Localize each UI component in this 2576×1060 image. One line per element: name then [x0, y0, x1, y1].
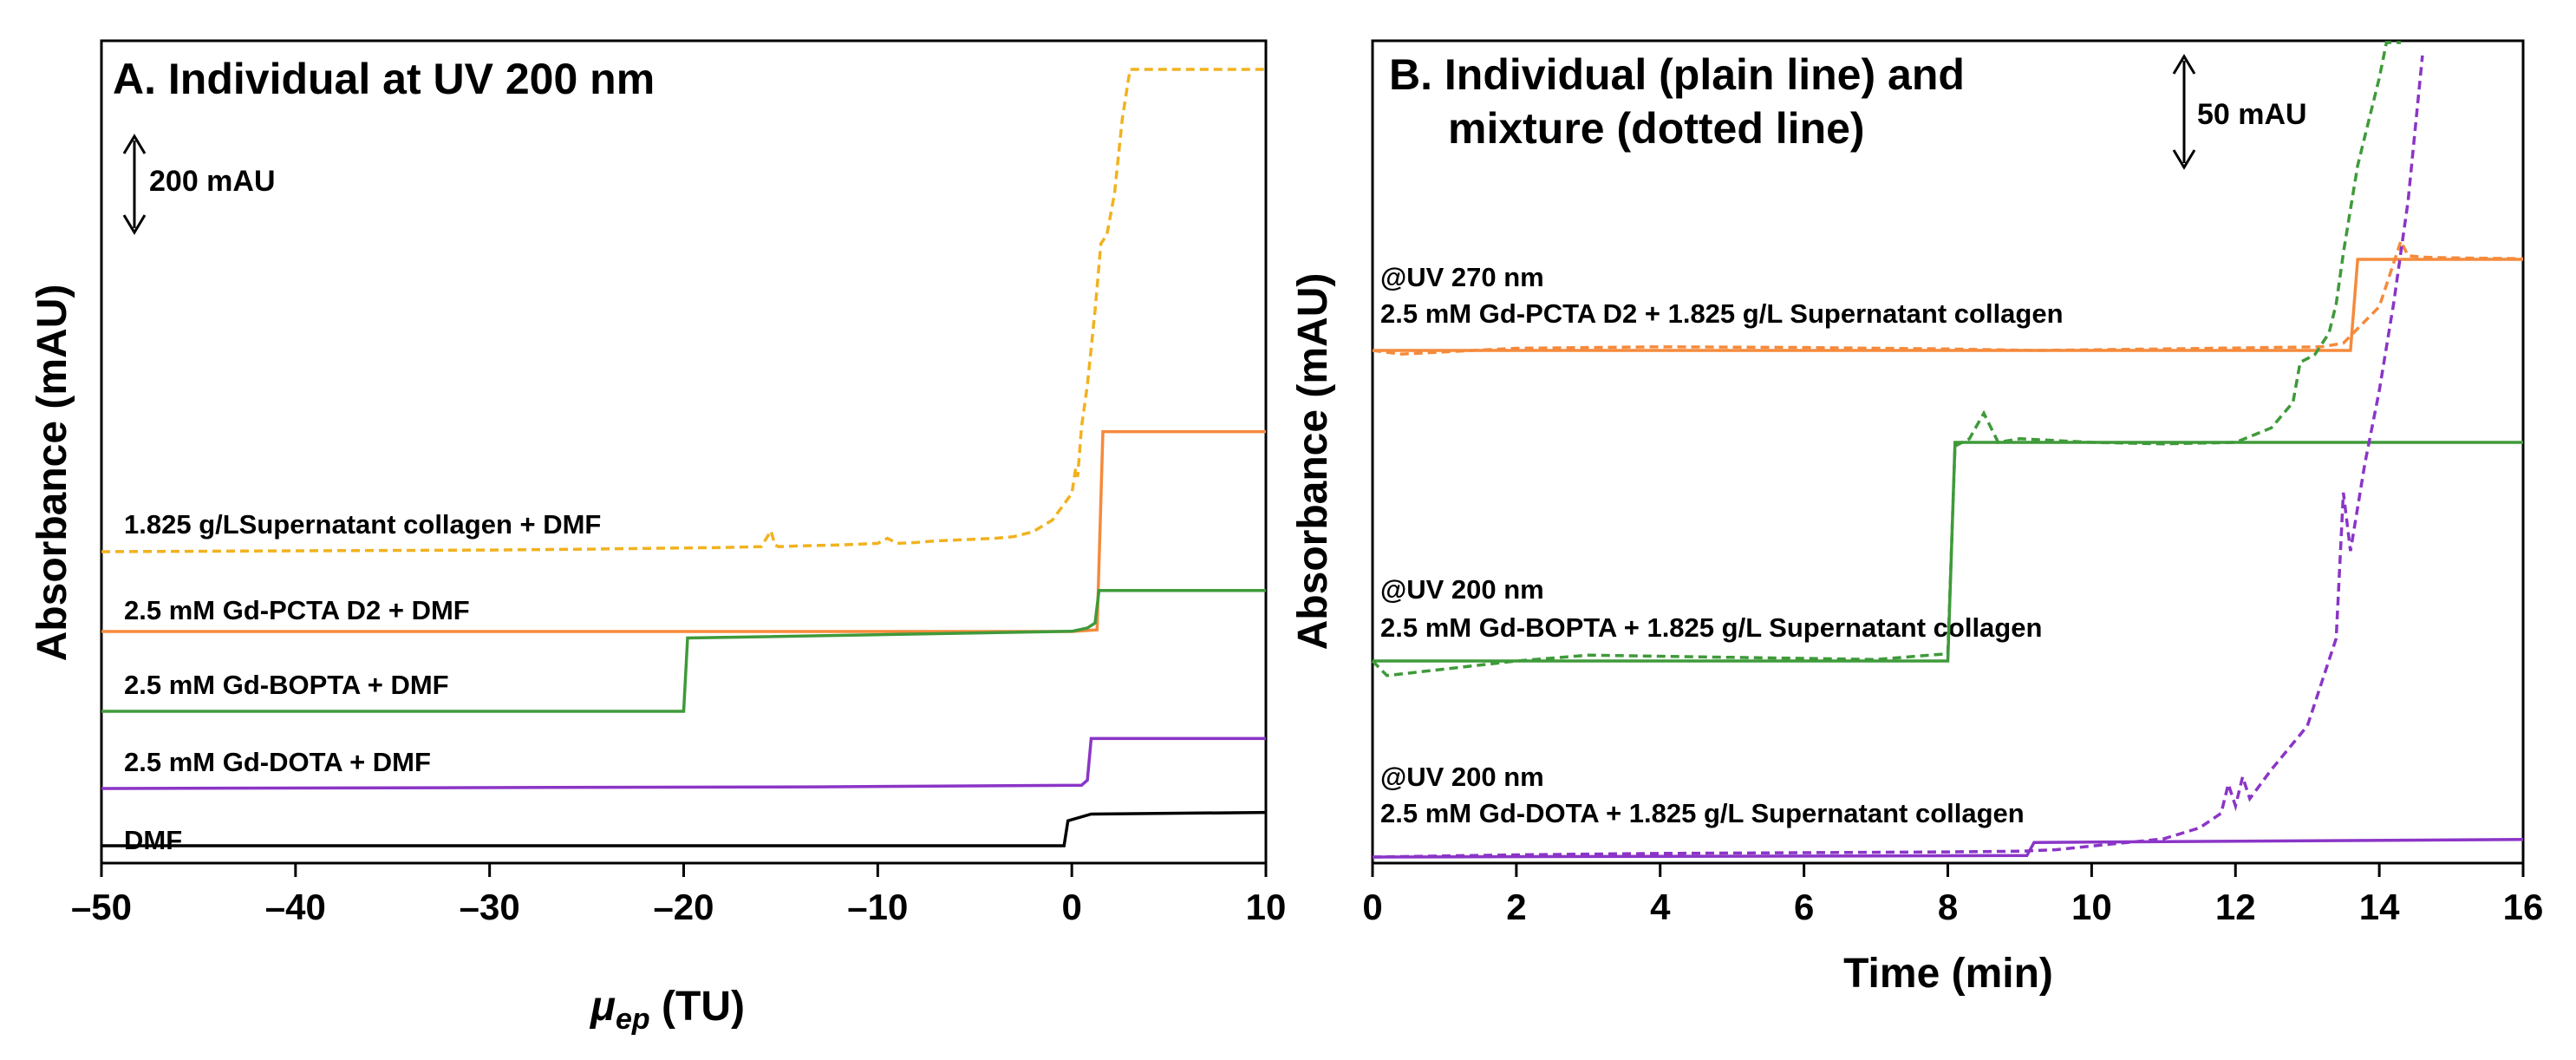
- panel-b-series: [1371, 41, 2524, 859]
- label-dota-uv: @UV 200 nm: [1380, 762, 1544, 792]
- panel-b-purple-individual-line: [1372, 838, 2524, 859]
- panel-b-x-tick-label: 6: [1794, 887, 1814, 927]
- panel-a-series-green-line: [101, 589, 1266, 713]
- panel-a-series-purple-line: [101, 736, 1266, 790]
- panel-b-x-axis-label: Time (min): [1843, 951, 2053, 997]
- label-bopta-mix: 2.5 mM Gd-BOPTA + 1.825 g/L Supernatant …: [1380, 612, 2042, 643]
- panel-a-x-ticks: –50 –40 –30 –20 –10 0 10: [71, 863, 1286, 927]
- panel-b-y-axis-label: Absorbance (mAU): [1290, 273, 1336, 651]
- label-dota-mix: 2.5 mM Gd-DOTA + 1.825 g/L Supernatant c…: [1380, 798, 2025, 828]
- x-axis-symbol: μ: [589, 984, 616, 1030]
- panel-a-x-tick-label: –10: [847, 887, 908, 927]
- panel-b-title-line2: mixture (dotted line): [1448, 104, 1865, 153]
- panel-b-scale-label: 50 mAU: [2197, 98, 2307, 131]
- panel-b-x-tick-label: 2: [1506, 887, 1526, 927]
- panel-a-title: A. Individual at UV 200 nm: [113, 55, 655, 103]
- panel-b-purple-mixture-line: [1372, 55, 2424, 859]
- panel-a-series-black-line: [101, 810, 1267, 847]
- label-pcta-dmf: 2.5 mM Gd-PCTA D2 + DMF: [124, 595, 470, 625]
- label-pcta-mix: 2.5 mM Gd-PCTA D2 + 1.825 g/L Supernatan…: [1380, 298, 2064, 329]
- panel-a-x-tick-label: –20: [653, 887, 714, 927]
- panel-b-x-ticks: 0 2 4 6 8 10 12 14 16: [1362, 863, 2543, 927]
- panel-b-scale-bar: [2172, 54, 2196, 170]
- panel-a-scale-label: 200 mAU: [149, 165, 276, 198]
- panel-a-series-yellow-line: [101, 68, 1266, 553]
- panel-b-frame: [1371, 39, 2525, 865]
- panel-b-x-tick-label: 0: [1362, 887, 1382, 927]
- panel-b-x-tick-label: 4: [1650, 887, 1671, 927]
- panel-a-series: [101, 68, 1267, 847]
- panel-a-x-axis-label: μep (TU): [589, 984, 745, 1036]
- panel-b-title-line1: B. Individual (plain line) and: [1389, 50, 1965, 99]
- x-axis-subscript: ep: [616, 1003, 650, 1036]
- panel-b-x-tick-label: 10: [2071, 887, 2112, 927]
- panel-b-orange-individual-line: [1373, 258, 2523, 352]
- panel-b-x-tick-label: 16: [2503, 887, 2544, 927]
- panel-b-x-tick-label: 12: [2215, 887, 2256, 927]
- panel-b-orange-mixture-line: [1372, 237, 2524, 356]
- panel-a-x-tick-label: 0: [1061, 887, 1081, 927]
- panel-a-scale-bar: [122, 134, 147, 235]
- label-dota-dmf: 2.5 mM Gd-DOTA + DMF: [124, 747, 431, 777]
- panel-a-y-axis-label: Absorbance (mAU): [29, 285, 75, 662]
- label-bopta-uv: @UV 200 nm: [1380, 574, 1544, 605]
- label-pcta-uv: @UV 270 nm: [1380, 262, 1544, 292]
- label-supernatant-dmf: 1.825 g/LSupernatant collagen + DMF: [124, 509, 601, 540]
- panel-a-x-tick-label: –50: [71, 887, 132, 927]
- panel-a-series-orange-line: [101, 429, 1266, 633]
- x-axis-unit: (TU): [650, 984, 745, 1030]
- panel-b-x-tick-label: 8: [1938, 887, 1958, 927]
- panel-a-x-tick-label: –30: [460, 887, 520, 927]
- panel-b-x-tick-label: 14: [2359, 887, 2400, 927]
- panel-b-green-mixture-line: [1371, 41, 2401, 677]
- label-bopta-dmf: 2.5 mM Gd-BOPTA + DMF: [124, 670, 449, 700]
- panel-a-x-tick-label: 10: [1246, 887, 1287, 927]
- label-dmf: DMF: [124, 825, 182, 855]
- panel-a-x-tick-label: –40: [265, 887, 326, 927]
